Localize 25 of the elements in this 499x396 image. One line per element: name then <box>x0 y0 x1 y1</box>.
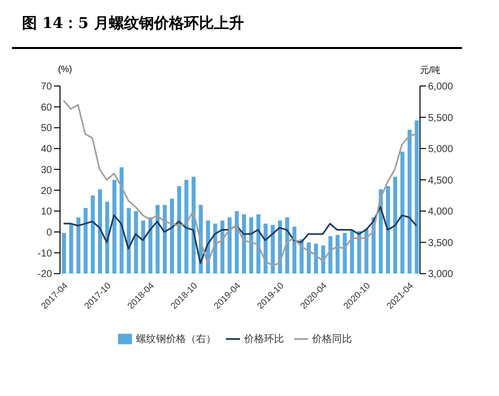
y-tick-label: -20 <box>38 269 52 280</box>
legend-label: 价格环比 <box>244 334 284 345</box>
y-tick-label: 30 <box>40 164 52 176</box>
y-tick-label: 10 <box>40 206 52 218</box>
y-axis-title: (%) <box>58 64 72 74</box>
y-tick-label: 20 <box>40 186 52 197</box>
chart-title: 图 14：5 月螺纹钢价格环比上升 <box>22 14 244 33</box>
y-tick-label: -10 <box>38 248 52 260</box>
y2-tick-label: 3,000 <box>428 269 454 280</box>
line-series <box>62 206 418 264</box>
y2-tick-label: 6,000 <box>428 82 454 93</box>
y-tick-label: 60 <box>40 102 52 114</box>
y2-tick-label: 5,000 <box>428 144 454 156</box>
y2-tick-label: 5,500 <box>428 112 454 124</box>
y2-tick-label: 4,000 <box>428 206 454 218</box>
legend-label: 螺纹钢价格（右） <box>136 334 216 345</box>
y-tick-label: 40 <box>40 144 52 156</box>
y2-tick-label: 4,500 <box>428 175 454 186</box>
y-tick-label: 50 <box>40 123 52 134</box>
y2-axis-title: 元/吨 <box>420 64 441 77</box>
legend-label: 价格同比 <box>312 334 352 345</box>
y-tick-label: 0 <box>46 227 52 238</box>
y-tick-label: 70 <box>40 82 52 93</box>
y2-tick-label: 3,500 <box>428 238 454 249</box>
line-series <box>62 100 418 266</box>
